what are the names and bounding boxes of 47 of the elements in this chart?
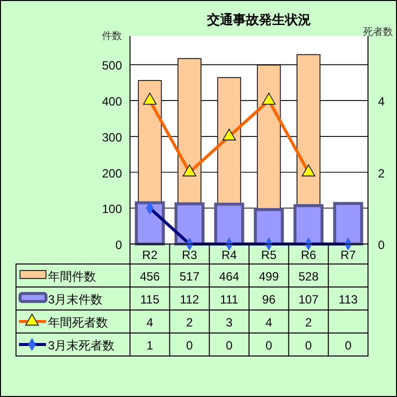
data-label: 1	[146, 338, 154, 352]
y-tick-label: 300	[102, 130, 122, 144]
bar	[174, 202, 204, 246]
data-label: 517	[179, 270, 200, 284]
y2-tick-label: 4	[378, 94, 385, 109]
y-tick-label: 0	[115, 238, 122, 252]
x-tick-label: R4	[221, 248, 238, 262]
data-label: 3	[226, 316, 233, 330]
data-label: 4	[146, 316, 154, 330]
data-label: 2	[186, 316, 194, 330]
data-label: 2	[305, 316, 312, 330]
data-label: 0	[226, 338, 233, 352]
data-label: 0	[186, 338, 194, 352]
y-tick-label: 100	[102, 202, 122, 216]
x-tick-label: R7	[340, 248, 356, 262]
data-label: 499	[258, 270, 280, 284]
data-label: 111	[220, 292, 239, 306]
y-axis-title: 件数	[102, 31, 122, 42]
data-label: 464	[219, 270, 240, 284]
x-tick-label: R6	[300, 248, 316, 262]
data-label: 112	[180, 292, 200, 306]
chart-title: 交通事故発生状況	[206, 12, 311, 27]
y2-tick-label: 2	[378, 166, 385, 180]
data-label: 113	[338, 292, 358, 306]
legend-label: 年間件数	[48, 270, 96, 284]
x-tick-label: R3	[182, 248, 198, 262]
legend-label: 年間死者数	[48, 316, 108, 330]
bar	[134, 201, 165, 246]
y-tick-label: 200	[102, 166, 122, 180]
y2-tick-label: 0	[378, 238, 385, 252]
data-label: 456	[140, 270, 160, 284]
x-tick-label: R2	[142, 248, 158, 262]
legend-label: 3月末死者数	[48, 338, 115, 352]
data-label: 0	[265, 338, 272, 352]
legend-label: 3月末件数	[48, 292, 103, 306]
bar	[333, 202, 364, 246]
x-tick-label: R5	[261, 248, 277, 262]
data-label: 528	[298, 270, 319, 284]
y-tick-label: 400	[102, 94, 122, 109]
data-label: 4	[265, 316, 272, 330]
data-label: 107	[298, 292, 319, 306]
data-label: 0	[344, 338, 352, 352]
data-label: 0	[305, 338, 312, 352]
y2-axis-title: 死者数	[363, 26, 393, 38]
data-label: 96	[262, 292, 276, 306]
data-label: 115	[140, 292, 160, 306]
y-tick-label: 500	[102, 58, 122, 73]
